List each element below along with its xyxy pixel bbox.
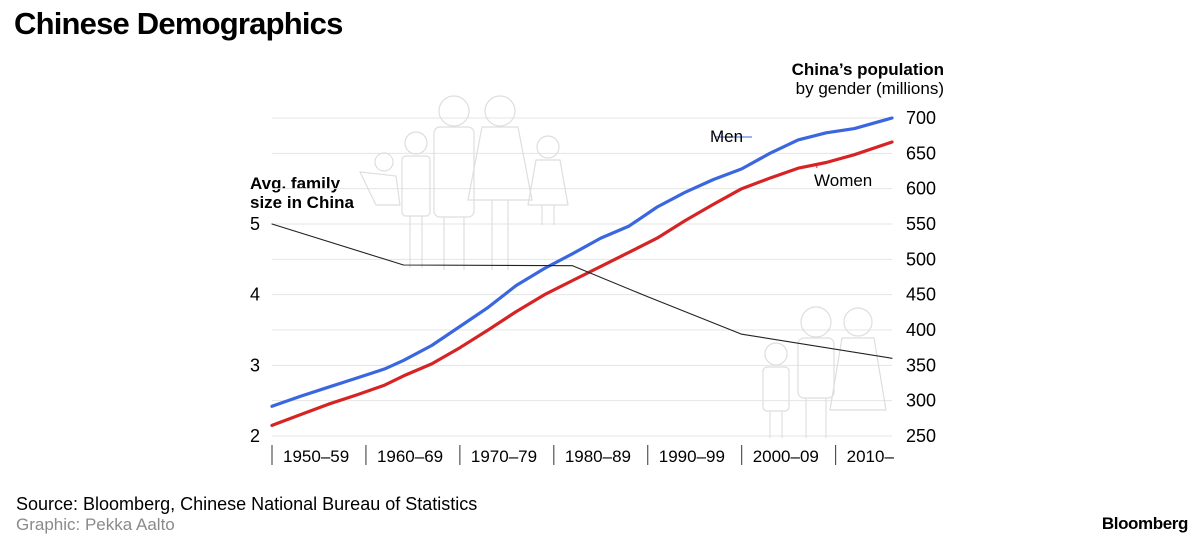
graphic-credit: Graphic: Pekka Aalto bbox=[16, 515, 175, 534]
right-axis-title-bold: China’s population bbox=[791, 60, 944, 79]
right-axis-ticks: 700 650 600 550 500 450 400 350 300 250 bbox=[906, 108, 936, 446]
left-tick-5: 5 bbox=[250, 214, 260, 234]
right-tick-600: 600 bbox=[906, 179, 936, 199]
right-tick-700: 700 bbox=[906, 108, 936, 128]
right-tick-550: 550 bbox=[906, 214, 936, 234]
family-illustration-top bbox=[358, 95, 569, 270]
right-tick-400: 400 bbox=[906, 320, 936, 340]
x-tick-0: 1950–59 bbox=[283, 447, 349, 466]
women-label: Women bbox=[814, 171, 872, 190]
left-axis-ticks: 5 4 3 2 bbox=[250, 214, 260, 446]
series-line-men bbox=[270, 116, 894, 408]
x-tick-3: 1980–89 bbox=[565, 447, 631, 466]
left-tick-2: 2 bbox=[250, 426, 260, 446]
right-tick-300: 300 bbox=[906, 391, 936, 411]
right-tick-350: 350 bbox=[906, 355, 936, 375]
gridlines bbox=[272, 117, 892, 437]
left-tick-4: 4 bbox=[250, 285, 260, 305]
right-tick-650: 650 bbox=[906, 143, 936, 163]
family-silhouettes bbox=[358, 95, 887, 438]
left-axis-title-line2: size in China bbox=[250, 193, 354, 212]
source-note: Source: Bloomberg, Chinese National Bure… bbox=[16, 494, 478, 514]
x-tick-2: 1970–79 bbox=[471, 447, 537, 466]
men-label: Men bbox=[710, 127, 743, 146]
right-axis-title: China’s population by gender (millions) bbox=[792, 60, 944, 98]
series-labels: Men Women bbox=[710, 127, 872, 190]
chart-title: Chinese Demographics bbox=[14, 6, 343, 41]
family-illustration-bottom bbox=[762, 306, 887, 438]
series-line-women bbox=[270, 140, 894, 427]
x-tick-4: 1990–99 bbox=[659, 447, 725, 466]
x-tick-5: 2000–09 bbox=[753, 447, 819, 466]
right-tick-500: 500 bbox=[906, 249, 936, 269]
x-tick-6: 2010– bbox=[847, 447, 895, 466]
x-tick-1: 1960–69 bbox=[377, 447, 443, 466]
series-line-avg-family-size bbox=[271, 223, 893, 359]
right-tick-250: 250 bbox=[906, 426, 936, 446]
x-axis-ticks: 1950–59 1960–69 1970–79 1980–89 1990–99 2000–… bbox=[271, 445, 895, 466]
bloomberg-logo: Bloomberg bbox=[1101, 514, 1189, 533]
right-tick-450: 450 bbox=[906, 285, 936, 305]
series-lines bbox=[270, 116, 894, 427]
right-axis-title-rest: by gender (millions) bbox=[795, 79, 944, 98]
left-tick-3: 3 bbox=[250, 355, 260, 375]
